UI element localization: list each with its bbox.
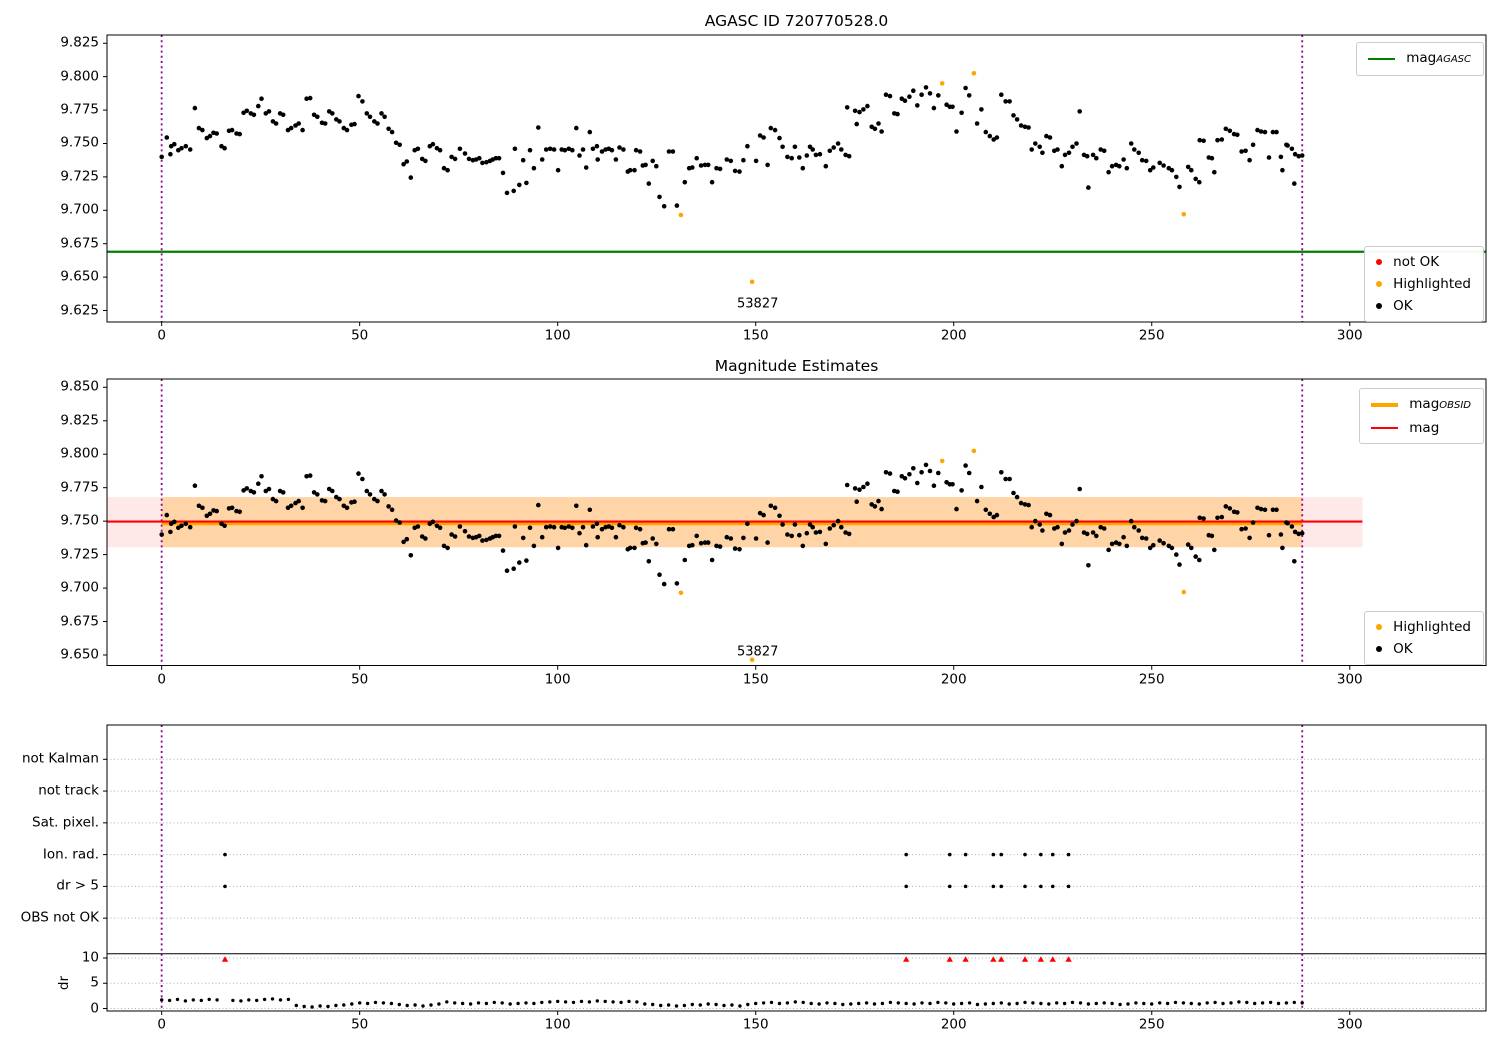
legend-row-not-ok: not OK (1376, 254, 1471, 270)
x-tick-label: 300 (1336, 671, 1363, 688)
legend-label-mag-obsid: magOBSID (1409, 396, 1471, 412)
y-tick-label: 9.675 (60, 613, 99, 630)
middle-legend-markers: Highlighted OK (1364, 611, 1484, 665)
y-tick-label: 9.775 (60, 101, 99, 118)
x-tick-label: 150 (742, 327, 769, 344)
x-tick-label: 100 (544, 671, 571, 688)
x-tick-label: 0 (157, 671, 166, 688)
top-legend-agasc: magAGASC (1356, 42, 1484, 76)
y-tick-label: 9.750 (60, 512, 99, 529)
red-dot-icon (1376, 259, 1383, 265)
orange-dot-icon (1376, 281, 1383, 287)
flag-row-label: Sat. pixel. (32, 814, 99, 831)
x-tick-label: 150 (742, 671, 769, 688)
red-line-sample (1371, 426, 1399, 430)
x-tick-label: 200 (940, 327, 967, 344)
legend-label-mag: mag (1409, 420, 1440, 436)
orange-line-sample (1371, 403, 1399, 407)
y-tick-label: 9.725 (60, 168, 99, 185)
middle-legend-lines: magOBSID mag (1359, 388, 1484, 444)
x-tick-label: 250 (1138, 1016, 1165, 1033)
legend-row-ok-2: OK (1376, 641, 1471, 657)
y-tick-label: 9.850 (60, 378, 99, 395)
middle-plot-title: Magnitude Estimates (714, 357, 879, 375)
x-tick-label: 250 (1138, 327, 1165, 344)
flag-row-label: not track (38, 782, 99, 799)
y-tick-label: 9.775 (60, 479, 99, 496)
x-tick-label: 50 (351, 327, 369, 344)
legend-label-mag-agasc: magAGASC (1406, 50, 1471, 66)
bottom-plot (103, 724, 1487, 1015)
y-tick-label: 9.650 (60, 646, 99, 663)
green-line-sample (1368, 57, 1396, 61)
y-tick-label: 9.825 (60, 34, 99, 51)
legend-row-highlighted-2: Highlighted (1376, 619, 1471, 635)
y-tick-label: 9.750 (60, 134, 99, 151)
dr-tick-label: 10 (81, 949, 99, 966)
legend-row-mag-obsid: magOBSID (1371, 396, 1471, 414)
y-tick-label: 9.800 (60, 68, 99, 85)
x-tick-label: 50 (351, 1016, 369, 1033)
x-tick-label: 300 (1336, 327, 1363, 344)
dr-axis-label: dr (56, 976, 72, 991)
flag-row-label: Ion. rad. (42, 846, 99, 863)
y-tick-label: 9.825 (60, 412, 99, 429)
legend-label-ok-2: OK (1393, 641, 1413, 657)
legend-label-highlighted: Highlighted (1393, 276, 1471, 292)
y-tick-label: 9.700 (60, 201, 99, 218)
dr-tick-label: 5 (90, 974, 99, 991)
legend-label-not-ok: not OK (1393, 254, 1440, 270)
x-tick-label: 150 (742, 1016, 769, 1033)
flag-row-label: OBS not OK (20, 909, 99, 926)
legend-row-mag: mag (1371, 420, 1471, 436)
y-tick-label: 9.650 (60, 268, 99, 285)
x-tick-label: 250 (1138, 671, 1165, 688)
x-tick-label: 50 (351, 671, 369, 688)
legend-row-highlighted: Highlighted (1376, 276, 1471, 292)
top-legend-markers: not OK Highlighted OK (1364, 246, 1484, 322)
x-tick-label: 300 (1336, 1016, 1363, 1033)
middle-plot (103, 378, 1487, 670)
flag-row-label: dr > 5 (56, 877, 99, 894)
x-tick-label: 100 (544, 1016, 571, 1033)
x-tick-label: 0 (157, 1016, 166, 1033)
black-dot-icon (1376, 646, 1383, 652)
y-tick-label: 9.800 (60, 445, 99, 462)
dr-tick-label: 0 (90, 1000, 99, 1016)
y-tick-label: 9.700 (60, 579, 99, 596)
legend-label-ok: OK (1393, 298, 1413, 314)
x-tick-label: 200 (940, 1016, 967, 1033)
legend-label-highlighted-2: Highlighted (1393, 619, 1471, 635)
y-tick-label: 9.725 (60, 546, 99, 563)
legend-row-mag-agasc: magAGASC (1368, 50, 1471, 68)
legend-row-ok: OK (1376, 298, 1471, 314)
flag-row-label: not Kalman (21, 750, 99, 767)
x-tick-label: 100 (544, 327, 571, 344)
y-tick-label: 9.625 (60, 302, 99, 318)
top-plot-title: AGASC ID 720770528.0 (704, 12, 889, 30)
black-dot-icon (1376, 303, 1383, 309)
obsid-annotation-middle: 53827 (737, 644, 779, 660)
obsid-annotation-top: 53827 (737, 296, 779, 312)
top-plot (103, 34, 1487, 326)
y-tick-label: 9.675 (60, 235, 99, 252)
orange-dot-icon (1376, 624, 1383, 630)
x-tick-label: 200 (940, 671, 967, 688)
x-tick-label: 0 (157, 327, 166, 344)
